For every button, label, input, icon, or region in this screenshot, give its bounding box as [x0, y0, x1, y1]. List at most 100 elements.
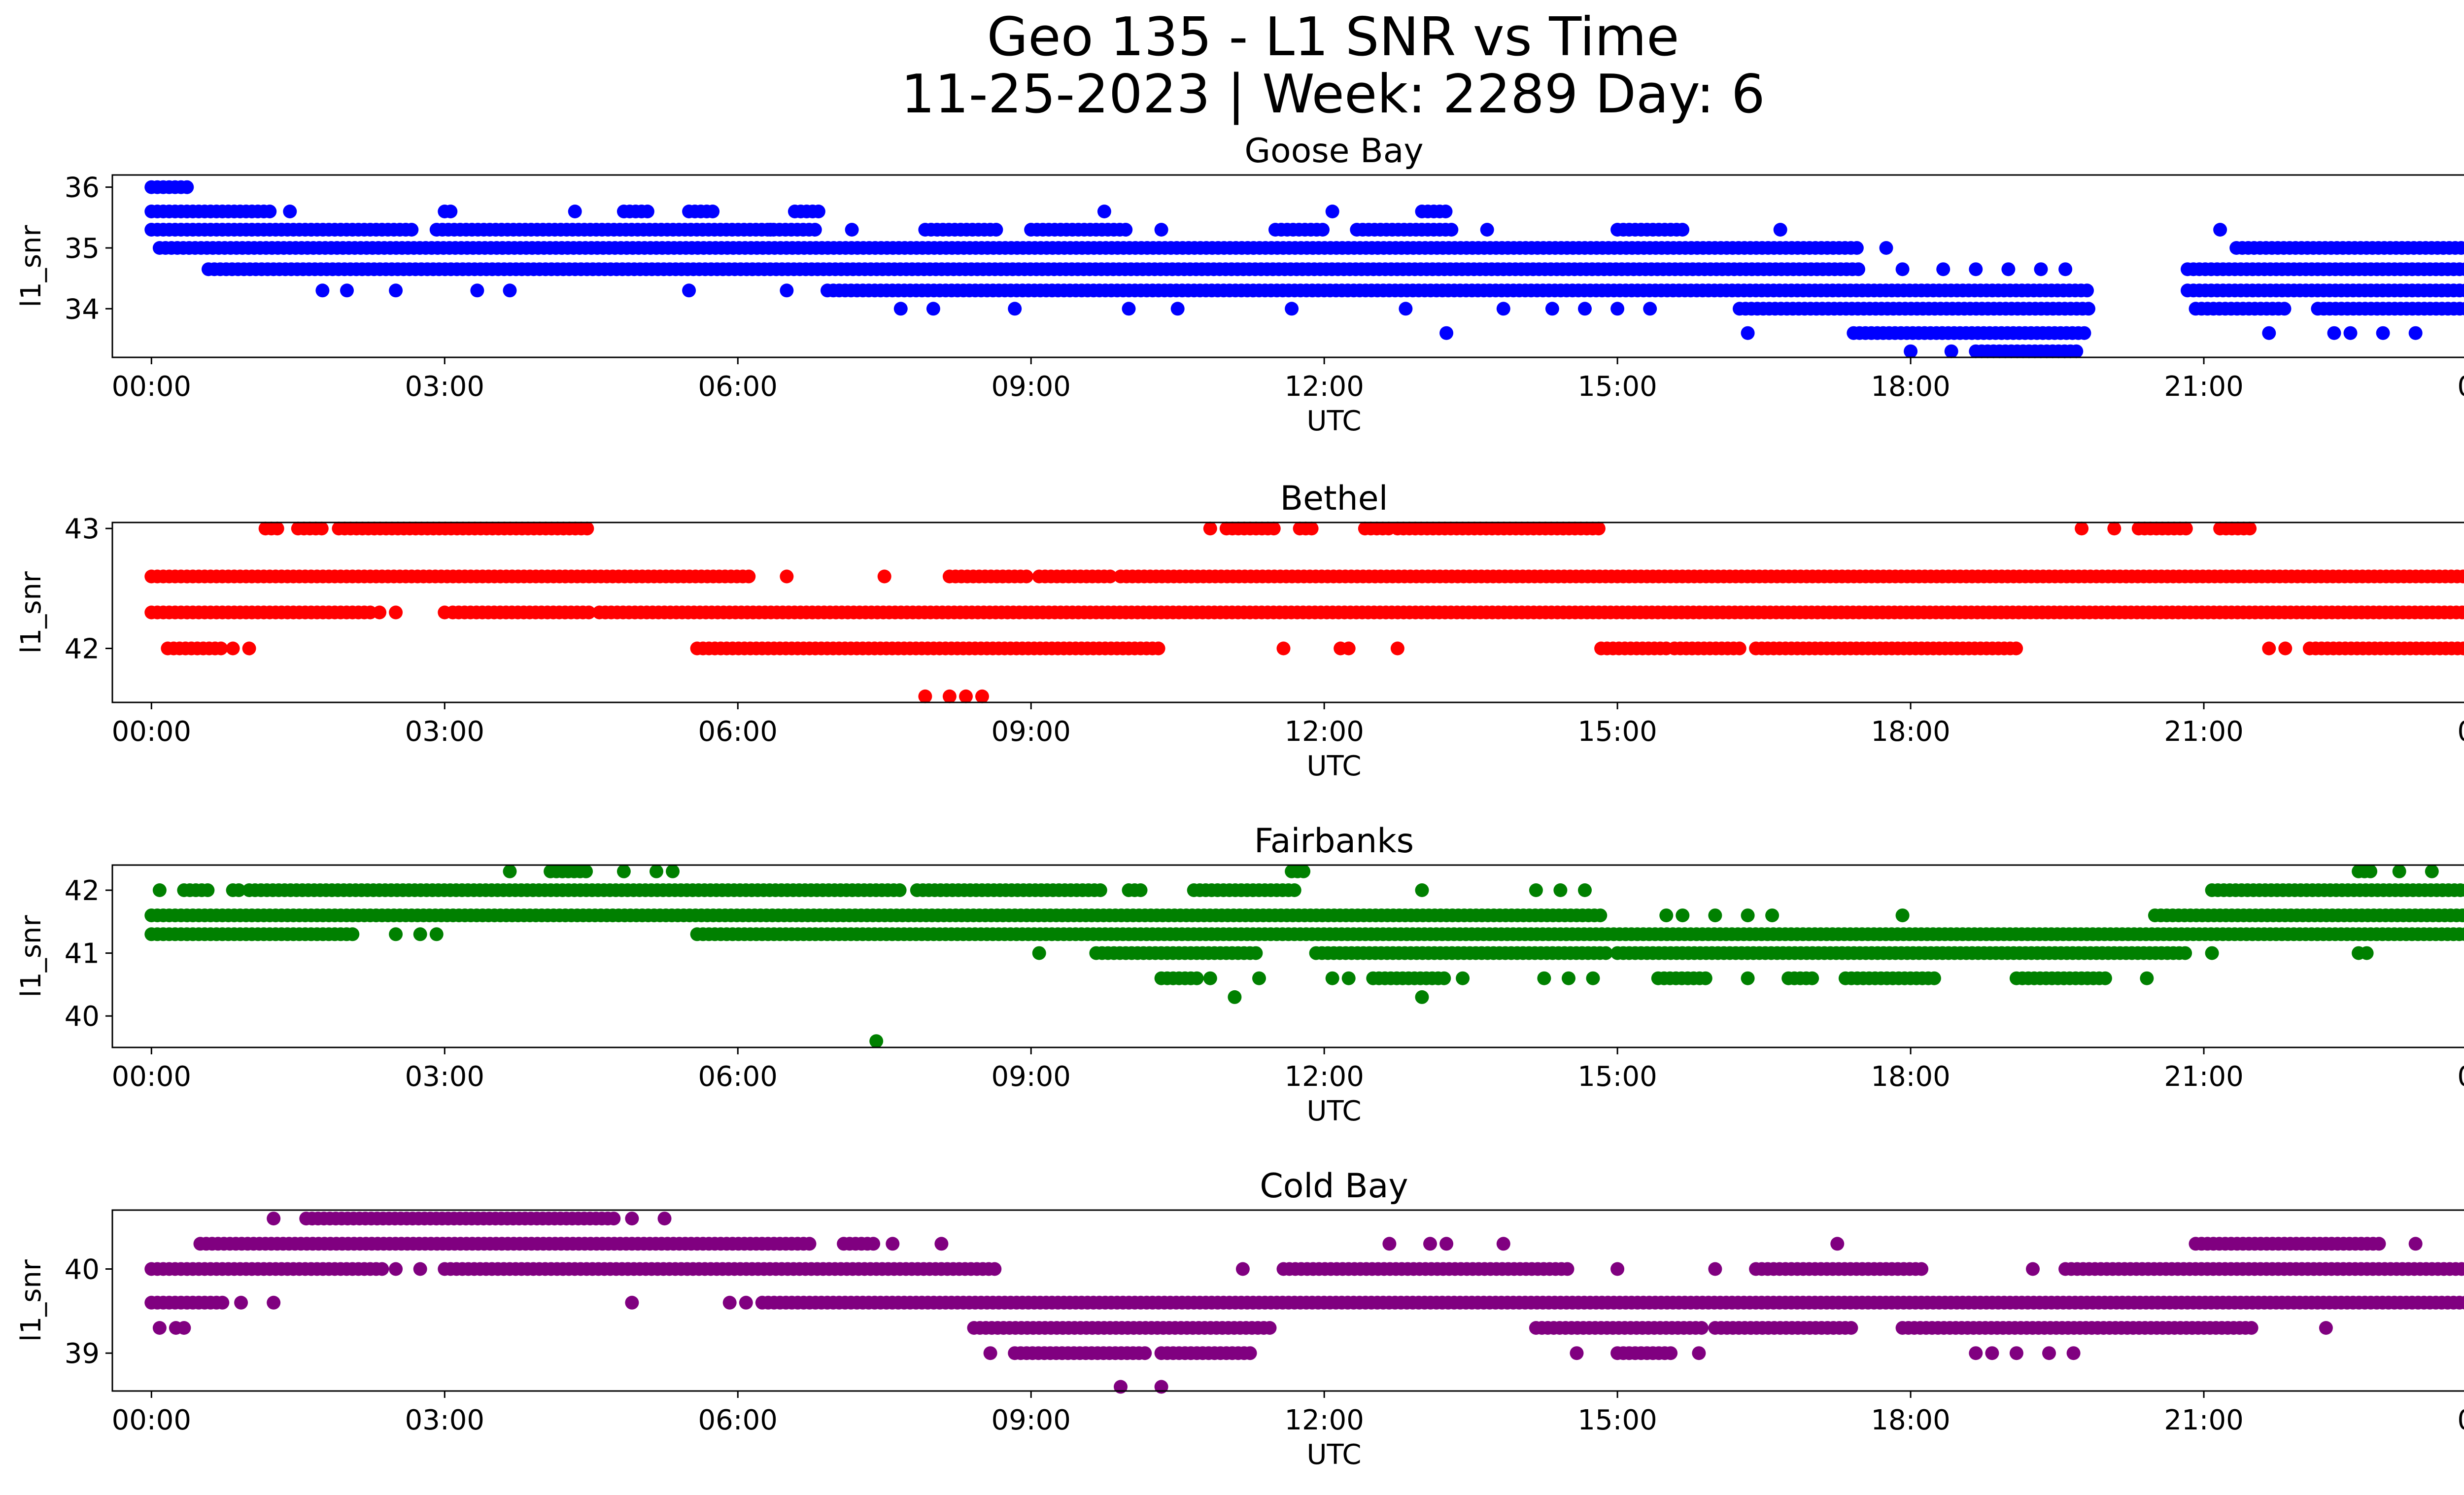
data-point: [242, 641, 256, 656]
data-point: [616, 864, 631, 878]
data-point: [1904, 344, 1918, 358]
data-point: [389, 1262, 403, 1276]
data-point: [405, 223, 419, 237]
data-point: [1285, 302, 1299, 316]
data-point: [1936, 262, 1951, 277]
data-point: [1553, 883, 1568, 897]
data-point: [1676, 908, 1690, 923]
data-point: [373, 605, 387, 620]
data-point: [2026, 1262, 2040, 1276]
data-point: [1008, 302, 1022, 316]
data-point: [226, 641, 240, 656]
scatter-points: [144, 180, 2464, 358]
data-point: [1316, 223, 1330, 237]
x-tick-label: 21:00: [2164, 1061, 2243, 1093]
data-point: [892, 883, 907, 897]
data-point: [1119, 223, 1133, 237]
data-point: [438, 605, 452, 620]
y-tick-label: 39: [65, 1338, 100, 1370]
data-point: [1676, 223, 1690, 237]
x-tick-label: 03:00: [405, 716, 484, 748]
y-tick-label: 40: [65, 1001, 100, 1033]
data-point: [926, 302, 940, 316]
x-tick-label: 12:00: [1284, 1404, 1364, 1436]
data-point: [2460, 242, 2464, 254]
data-point: [2277, 302, 2292, 316]
data-point: [2178, 946, 2192, 960]
x-tick-label: 21:00: [2164, 1404, 2243, 1436]
data-point: [1287, 883, 1301, 897]
data-point: [2009, 1346, 2023, 1360]
data-point: [1297, 864, 1311, 878]
data-point: [429, 927, 444, 941]
data-point: [444, 205, 458, 218]
data-point: [893, 302, 908, 316]
data-point: [706, 205, 720, 218]
data-point: [1341, 971, 1356, 985]
data-point: [503, 864, 517, 878]
x-tick-label: 00:00: [112, 371, 191, 403]
data-point: [1437, 971, 1451, 985]
data-point: [1985, 1346, 1999, 1360]
data-point: [2066, 1346, 2081, 1360]
data-point: [2140, 971, 2154, 985]
data-point: [413, 927, 427, 941]
data-point: [1586, 971, 1600, 985]
data-point: [1325, 205, 1339, 218]
x-tick-label: 21:00: [2164, 371, 2243, 403]
data-point: [780, 569, 794, 584]
data-point: [389, 927, 403, 941]
x-tick-label: 15:00: [1577, 1404, 1657, 1436]
data-point: [1341, 641, 1356, 656]
data-point: [270, 522, 284, 536]
data-point: [657, 1212, 672, 1226]
data-point: [2205, 946, 2219, 960]
data-point: [1325, 971, 1339, 985]
x-tick-label: 00:00: [2457, 716, 2464, 748]
data-point: [886, 1237, 900, 1251]
data-point: [739, 1295, 753, 1310]
data-point: [1235, 1262, 1250, 1276]
data-point: [580, 522, 594, 536]
x-tick-label: 18:00: [1871, 1061, 1950, 1093]
x-tick-label: 12:00: [1284, 1061, 1364, 1093]
data-point: [470, 283, 484, 298]
data-point: [2243, 522, 2257, 536]
data-point: [1496, 302, 1510, 316]
data-point: [2262, 326, 2276, 340]
data-point: [2319, 1321, 2333, 1335]
x-axis-label: UTC: [1306, 750, 1361, 782]
data-point: [2461, 607, 2464, 618]
scatter-points: [144, 864, 2464, 1048]
data-point: [2456, 569, 2464, 584]
data-point: [666, 864, 680, 878]
data-point: [625, 1212, 639, 1226]
data-point: [340, 283, 354, 298]
x-tick-label: 00:00: [2457, 1404, 2464, 1436]
data-point: [1610, 1262, 1625, 1276]
data-point: [869, 1034, 884, 1048]
x-axis-label: UTC: [1306, 405, 1361, 437]
data-point: [1562, 971, 1575, 985]
data-point: [1593, 908, 1608, 923]
subplot-title: Cold Bay: [1260, 1167, 1408, 1206]
data-point: [579, 864, 593, 878]
data-point: [1732, 641, 1746, 656]
data-point: [582, 605, 596, 620]
data-point: [2456, 641, 2464, 656]
data-point: [2034, 262, 2048, 277]
data-point: [1895, 262, 1910, 277]
data-point: [283, 205, 297, 218]
data-point: [811, 205, 825, 218]
data-point: [2278, 641, 2293, 656]
x-tick-label: 03:00: [405, 1061, 484, 1093]
data-point: [2459, 302, 2464, 315]
data-point: [1895, 908, 1910, 923]
data-point: [1578, 302, 1592, 316]
data-point: [2425, 864, 2439, 878]
data-point: [1545, 302, 1559, 316]
x-tick-label: 21:00: [2164, 716, 2243, 748]
